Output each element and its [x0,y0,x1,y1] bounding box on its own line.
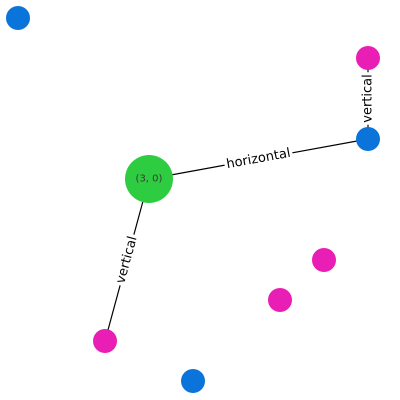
node-n2[interactable] [356,127,380,151]
node-n7[interactable] [93,329,117,353]
node-n3[interactable] [181,369,205,393]
node-n1[interactable] [6,6,30,30]
node-label: (3, 0) [136,174,163,185]
node-n0[interactable] [125,155,173,203]
edge-label-background [359,72,377,125]
edge-label-group: vertical [111,232,143,288]
node-n4[interactable] [356,46,380,70]
edge-label-group: vertical [359,72,377,125]
edge-label-background [111,232,143,288]
node-n5[interactable] [312,248,336,272]
edge-label-background [223,144,294,174]
edge-label: horizontal [225,146,291,172]
edge-label: vertical [113,235,140,286]
nodes-layer: (3, 0) [6,6,380,393]
edge-label-group: horizontal [223,144,294,174]
edge-label: vertical [361,74,376,122]
node-n6[interactable] [268,288,292,312]
